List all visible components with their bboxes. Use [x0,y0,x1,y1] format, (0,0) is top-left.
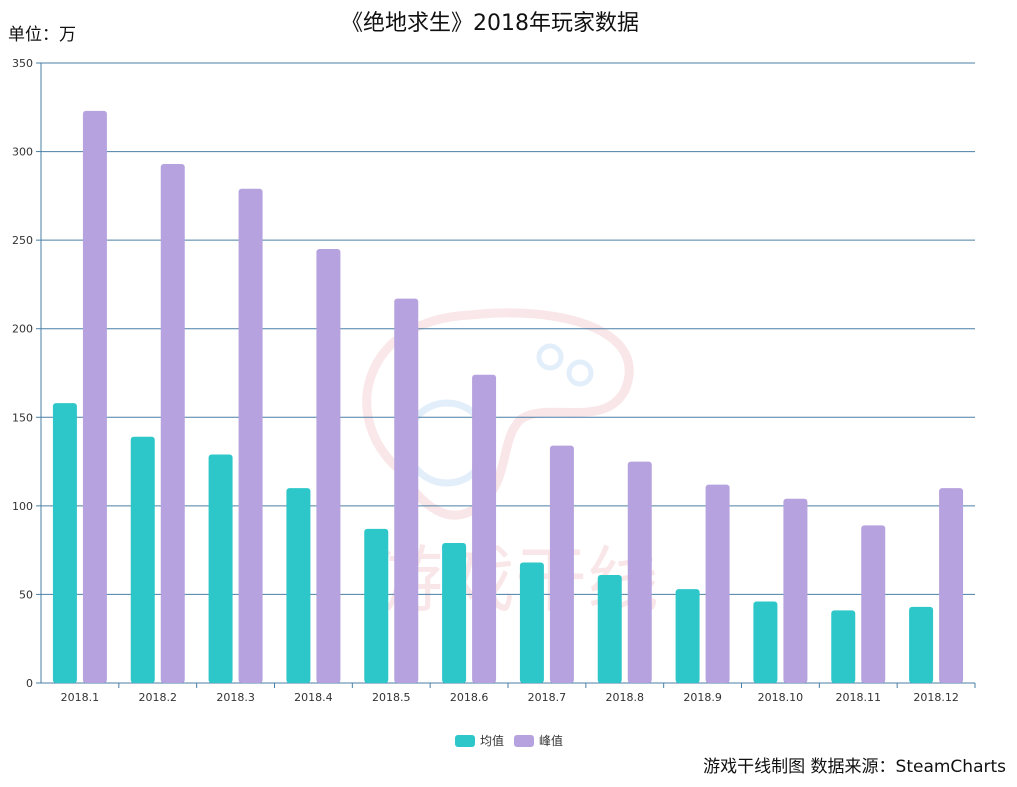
bar-mean[interactable] [208,454,233,683]
bar-peak[interactable] [783,498,808,683]
x-tick-label: 2018.10 [758,691,804,704]
legend-swatch[interactable] [455,735,475,747]
bar-mean[interactable] [831,610,856,683]
bar-peak[interactable] [939,488,964,683]
bar-peak[interactable] [160,163,185,683]
y-tick-label: 250 [12,234,33,247]
bar-peak[interactable] [82,110,107,684]
y-tick-label: 50 [19,588,33,601]
bar-peak[interactable] [549,445,574,683]
unit-label: 单位：万 [8,25,76,45]
x-tick-label: 2018.4 [294,691,333,704]
y-tick-label: 300 [12,146,33,159]
y-tick-label: 100 [12,500,33,513]
y-tick-label: 150 [12,411,33,424]
x-tick-label: 2018.7 [528,691,567,704]
bar-mean[interactable] [130,436,155,683]
y-tick-label: 350 [12,57,33,70]
bar-mean[interactable] [597,574,622,683]
bar-mean[interactable] [52,403,77,683]
x-tick-label: 2018.2 [139,691,178,704]
x-tick-label: 2018.3 [216,691,255,704]
bar-peak[interactable] [705,484,730,683]
x-tick-label: 2018.8 [606,691,645,704]
bar-peak[interactable] [316,249,341,683]
x-tick-label: 2018.9 [683,691,722,704]
source-label: 游戏干线制图 数据来源：SteamCharts [703,757,1006,777]
legend-label[interactable]: 峰值 [539,733,563,748]
chart-title: 《绝地求生》2018年玩家数据 [341,11,639,36]
x-tick-label: 2018.12 [913,691,959,704]
bar-peak[interactable] [394,298,419,683]
bar-mean[interactable] [286,488,311,683]
x-tick-label: 2018.6 [450,691,489,704]
bar-mean[interactable] [442,543,467,683]
y-tick-label: 200 [12,323,33,336]
bar-peak[interactable] [627,461,652,683]
bar-mean[interactable] [675,589,700,683]
bar-mean[interactable] [753,601,778,683]
bar-peak[interactable] [238,188,263,683]
x-tick-label: 2018.5 [372,691,411,704]
bar-mean[interactable] [364,528,389,683]
bar-peak[interactable] [861,525,886,683]
bar-mean[interactable] [909,606,934,683]
bar-mean[interactable] [519,562,544,683]
legend-label[interactable]: 均值 [480,733,504,748]
x-tick-label: 2018.1 [61,691,100,704]
y-tick-label: 0 [26,677,33,690]
bar-peak[interactable] [472,374,497,683]
legend-swatch[interactable] [514,735,534,747]
x-tick-label: 2018.11 [836,691,882,704]
